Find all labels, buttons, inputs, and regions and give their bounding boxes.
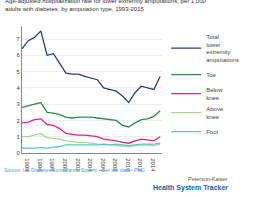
svg-text:2006: 2006 bbox=[100, 158, 106, 172]
svg-text:1996: 1996 bbox=[37, 158, 43, 172]
svg-text:Toe: Toe bbox=[206, 72, 216, 78]
svg-text:4: 4 bbox=[16, 85, 20, 91]
svg-text:3: 3 bbox=[16, 101, 20, 107]
svg-text:Totallowerextremityamputations: Totallowerextremityamputations bbox=[206, 34, 239, 63]
svg-text:2002: 2002 bbox=[75, 158, 81, 172]
svg-text:1994: 1994 bbox=[24, 158, 30, 172]
svg-text:2004: 2004 bbox=[87, 158, 93, 172]
svg-text:2012: 2012 bbox=[137, 158, 143, 172]
svg-text:2010: 2010 bbox=[125, 158, 131, 172]
svg-text:Peterson-Kaiser: Peterson-Kaiser bbox=[188, 176, 228, 182]
svg-text:Aboveknee: Aboveknee bbox=[206, 106, 224, 120]
svg-text:2000: 2000 bbox=[62, 158, 68, 172]
svg-text:Health System Tracker: Health System Tracker bbox=[153, 184, 228, 192]
svg-text:Foot: Foot bbox=[206, 129, 218, 135]
svg-text:1998: 1998 bbox=[49, 158, 55, 172]
svg-text:2014: 2014 bbox=[150, 158, 156, 172]
svg-text:Source: US Diabetes Surveillan: Source: US Diabetes Surveillance System … bbox=[4, 167, 145, 173]
svg-text:2008: 2008 bbox=[112, 158, 118, 172]
svg-text:Belowknee: Belowknee bbox=[206, 87, 223, 101]
svg-text:5: 5 bbox=[16, 69, 20, 75]
svg-text:7: 7 bbox=[16, 36, 20, 42]
svg-text:6: 6 bbox=[16, 52, 20, 58]
svg-text:2: 2 bbox=[16, 118, 20, 124]
svg-text:0: 0 bbox=[16, 150, 20, 156]
svg-text:Age-adjusted hospitalization r: Age-adjusted hospitalization rate for lo… bbox=[5, 0, 206, 12]
svg-text:1: 1 bbox=[16, 134, 20, 140]
